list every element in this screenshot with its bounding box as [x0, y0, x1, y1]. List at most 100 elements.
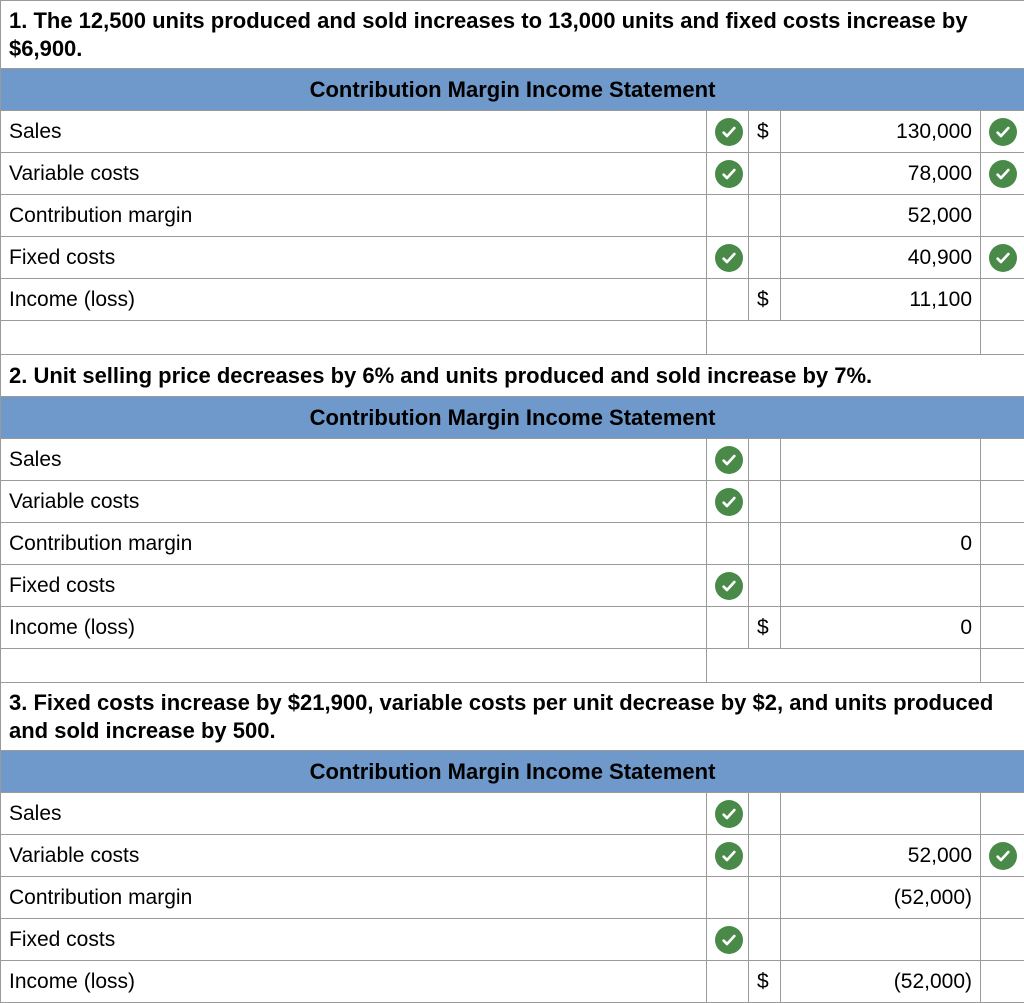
table-row: Contribution margin 0: [1, 523, 1024, 565]
question-row: 3. Fixed costs increase by $21,900, vari…: [1, 683, 1024, 751]
table-row: Income (loss)$(52,000): [1, 961, 1024, 1003]
row-value[interactable]: (52,000): [781, 877, 981, 919]
row-check-right: [981, 439, 1024, 481]
currency-symbol: [749, 523, 781, 565]
row-check-right: [981, 195, 1024, 237]
table-row: Contribution margin(52,000): [1, 877, 1024, 919]
row-check-left: [707, 565, 749, 607]
row-value[interactable]: 0: [781, 523, 981, 565]
checkmark-icon: [715, 160, 743, 188]
spacer-cell: [1, 649, 707, 683]
row-label: Sales: [1, 111, 707, 153]
row-value[interactable]: 52,000: [781, 195, 981, 237]
spacer-cell: [707, 321, 981, 355]
currency-symbol: [749, 153, 781, 195]
row-check-right: [981, 919, 1024, 961]
spacer-cell: [1, 321, 707, 355]
row-check-right: [981, 961, 1024, 1003]
row-check-left: [707, 237, 749, 279]
row-label: Contribution margin: [1, 523, 707, 565]
row-value[interactable]: [781, 439, 981, 481]
row-check-left: [707, 111, 749, 153]
checkmark-icon: [715, 572, 743, 600]
banner-row: Contribution Margin Income Statement: [1, 751, 1024, 793]
row-check-left: [707, 481, 749, 523]
row-value[interactable]: (52,000): [781, 961, 981, 1003]
checkmark-icon: [715, 244, 743, 272]
row-label: Sales: [1, 793, 707, 835]
row-check-right: [981, 237, 1024, 279]
banner-title: Contribution Margin Income Statement: [1, 397, 1024, 439]
row-value[interactable]: 11,100: [781, 279, 981, 321]
row-label: Fixed costs: [1, 565, 707, 607]
table-row: Income (loss) $0: [1, 607, 1024, 649]
checkmark-icon: [715, 800, 743, 828]
row-check-right: [981, 279, 1024, 321]
row-value[interactable]: 52,000: [781, 835, 981, 877]
currency-symbol: $: [749, 607, 781, 649]
row-check-left: [707, 153, 749, 195]
row-value[interactable]: 0: [781, 607, 981, 649]
row-check-right: [981, 877, 1024, 919]
table-row: Variable costs: [1, 481, 1024, 523]
currency-symbol: $: [749, 111, 781, 153]
spacer-cell: [981, 321, 1024, 355]
table-row: Fixed costs 40,900: [1, 237, 1024, 279]
row-check-right: [981, 481, 1024, 523]
currency-symbol: $: [749, 961, 781, 1003]
row-check-right: [981, 835, 1024, 877]
row-check-right: [981, 111, 1024, 153]
checkmark-icon: [989, 842, 1017, 870]
section-spacer: [1, 321, 1024, 355]
row-check-right: [981, 523, 1024, 565]
currency-symbol: [749, 877, 781, 919]
currency-symbol: [749, 195, 781, 237]
currency-symbol: [749, 565, 781, 607]
table-row: Variable costs 52,000: [1, 835, 1024, 877]
row-check-left: [707, 607, 749, 649]
table-row: Income (loss)$11,100: [1, 279, 1024, 321]
row-value[interactable]: 40,900: [781, 237, 981, 279]
row-label: Fixed costs: [1, 919, 707, 961]
table-row: Fixed costs: [1, 565, 1024, 607]
banner-row: Contribution Margin Income Statement: [1, 69, 1024, 111]
row-label: Variable costs: [1, 835, 707, 877]
table-row: Sales: [1, 793, 1024, 835]
banner-title: Contribution Margin Income Statement: [1, 69, 1024, 111]
row-check-left: [707, 961, 749, 1003]
question-text: 3. Fixed costs increase by $21,900, vari…: [1, 683, 1024, 751]
section-spacer: [1, 649, 1024, 683]
row-check-left: [707, 919, 749, 961]
row-value[interactable]: [781, 481, 981, 523]
row-value[interactable]: 78,000: [781, 153, 981, 195]
currency-symbol: [749, 439, 781, 481]
row-label: Income (loss): [1, 607, 707, 649]
table-row: Fixed costs: [1, 919, 1024, 961]
row-check-right: [981, 793, 1024, 835]
row-check-right: [981, 153, 1024, 195]
currency-symbol: [749, 481, 781, 523]
row-check-left: [707, 279, 749, 321]
checkmark-icon: [989, 244, 1017, 272]
row-label: Contribution margin: [1, 195, 707, 237]
row-label: Variable costs: [1, 153, 707, 195]
currency-symbol: [749, 237, 781, 279]
row-check-left: [707, 439, 749, 481]
checkmark-icon: [989, 160, 1017, 188]
row-label: Fixed costs: [1, 237, 707, 279]
row-check-left: [707, 835, 749, 877]
row-label: Sales: [1, 439, 707, 481]
checkmark-icon: [715, 446, 743, 474]
row-value[interactable]: [781, 793, 981, 835]
row-check-left: [707, 877, 749, 919]
table-row: Variable costs 78,000: [1, 153, 1024, 195]
row-value[interactable]: [781, 919, 981, 961]
question-text: 2. Unit selling price decreases by 6% an…: [1, 355, 1024, 397]
row-check-right: [981, 565, 1024, 607]
spacer-cell: [981, 649, 1024, 683]
checkmark-icon: [715, 842, 743, 870]
row-value[interactable]: 130,000: [781, 111, 981, 153]
row-check-left: [707, 523, 749, 565]
question-row: 1. The 12,500 units produced and sold in…: [1, 1, 1024, 69]
row-value[interactable]: [781, 565, 981, 607]
